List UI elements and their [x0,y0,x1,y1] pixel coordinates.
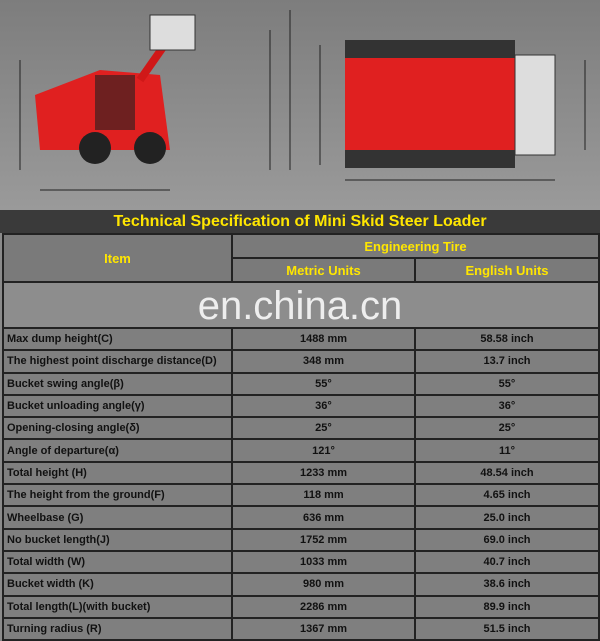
table-row: No bucket length(J) 1752 mm 69.0 inch [2,527,600,552]
header-metric: Metric Units [231,257,416,283]
table-row: Total width (W) 1033 mm 40.7 inch [2,549,600,575]
metric-value: 1033 mm [231,549,416,575]
watermark-row [2,281,600,329]
english-value: 36° [414,393,600,419]
table-row: Max dump height(C) 1488 mm 58.58 inch [2,326,600,352]
side-view [19,10,291,191]
table-row: Total length(L)(with bucket) 2286 mm 89.9 … [2,594,600,619]
spec-name: Angle of departure(α) [2,438,233,463]
metric-value: 980 mm [231,572,416,597]
english-value: 40.7 inch [414,549,600,575]
english-value: 48.54 inch [414,460,600,486]
header-english: English Units [414,257,600,283]
table-row: Bucket width (K) 980 mm 38.6 inch [2,572,600,597]
metric-value: 118 mm [231,483,416,508]
table-row: Bucket swing angle(β) 55° 55° [2,371,600,396]
metric-value: 25° [231,416,416,441]
spec-name: Wheelbase (G) [2,505,233,530]
metric-value: 121° [231,438,416,463]
metric-value: 1488 mm [231,326,416,352]
english-value: 55° [414,371,600,396]
header-item: Item [2,233,233,283]
spec-name: Bucket width (K) [2,572,233,597]
metric-value: 348 mm [231,349,416,374]
english-value: 51.5 inch [414,616,600,641]
metric-value: 55° [231,371,416,396]
watermark: en.china.cn [197,284,403,328]
metric-value: 1367 mm [231,616,416,641]
spec-name: Bucket swing angle(β) [2,371,233,396]
metric-value: 1752 mm [231,527,416,552]
table-row: Bucket unloading angle(γ) 36° 36° [2,393,600,419]
table-row: Turning radius (R) 1367 mm 51.5 inch [2,616,600,641]
metric-value: 1233 mm [231,460,416,486]
english-value: 89.9 inch [414,594,600,619]
table-row: Opening-closing angle(δ) 25° 25° [2,416,600,441]
metric-value: 36° [231,393,416,419]
table-row: Wheelbase (G) 636 mm 25.0 inch [2,505,600,530]
spec-name: Opening-closing angle(δ) [2,416,233,441]
header-engineering-tire: Engineering Tire [231,233,600,259]
spec-name: No bucket length(J) [2,527,233,552]
metric-value: 636 mm [231,505,416,530]
english-value: 25.0 inch [414,505,600,530]
spec-name: Max dump height(C) [2,326,233,352]
spec-table: Item Engineering Tire Metric Units English… [2,233,600,641]
english-value: 38.6 inch [414,572,600,597]
metric-value: 2286 mm [231,594,416,619]
english-value: 25° [414,416,600,441]
table-row: Angle of departure(α) 121° 11° [2,438,600,463]
page-title: Technical Specification of Mini Skid Ste… [0,210,600,233]
spec-name: Total height (H) [2,460,233,486]
english-value: 13.7 inch [414,349,600,374]
loader-diagram [19,10,586,191]
spec-name: Total width (W) [2,549,233,575]
spec-name: Turning radius (R) [2,616,233,641]
english-value: 58.58 inch [414,326,600,352]
spec-name: The height from the ground(F) [2,483,233,508]
top-view [319,40,586,181]
english-value: 11° [414,438,600,463]
english-value: 4.65 inch [414,483,600,508]
table-row: The height from the ground(F) 118 mm 4.65 … [2,483,600,508]
table-row: The highest point discharge distance(D) 3… [2,349,600,374]
loader-dimension-drawing [0,0,600,210]
table-row: Total height (H) 1233 mm 48.54 inch [2,460,600,486]
english-value: 69.0 inch [414,527,600,552]
spec-name: Total length(L)(with bucket) [2,594,233,619]
spec-name: The highest point discharge distance(D) [2,349,233,374]
spec-name: Bucket unloading angle(γ) [2,393,233,419]
